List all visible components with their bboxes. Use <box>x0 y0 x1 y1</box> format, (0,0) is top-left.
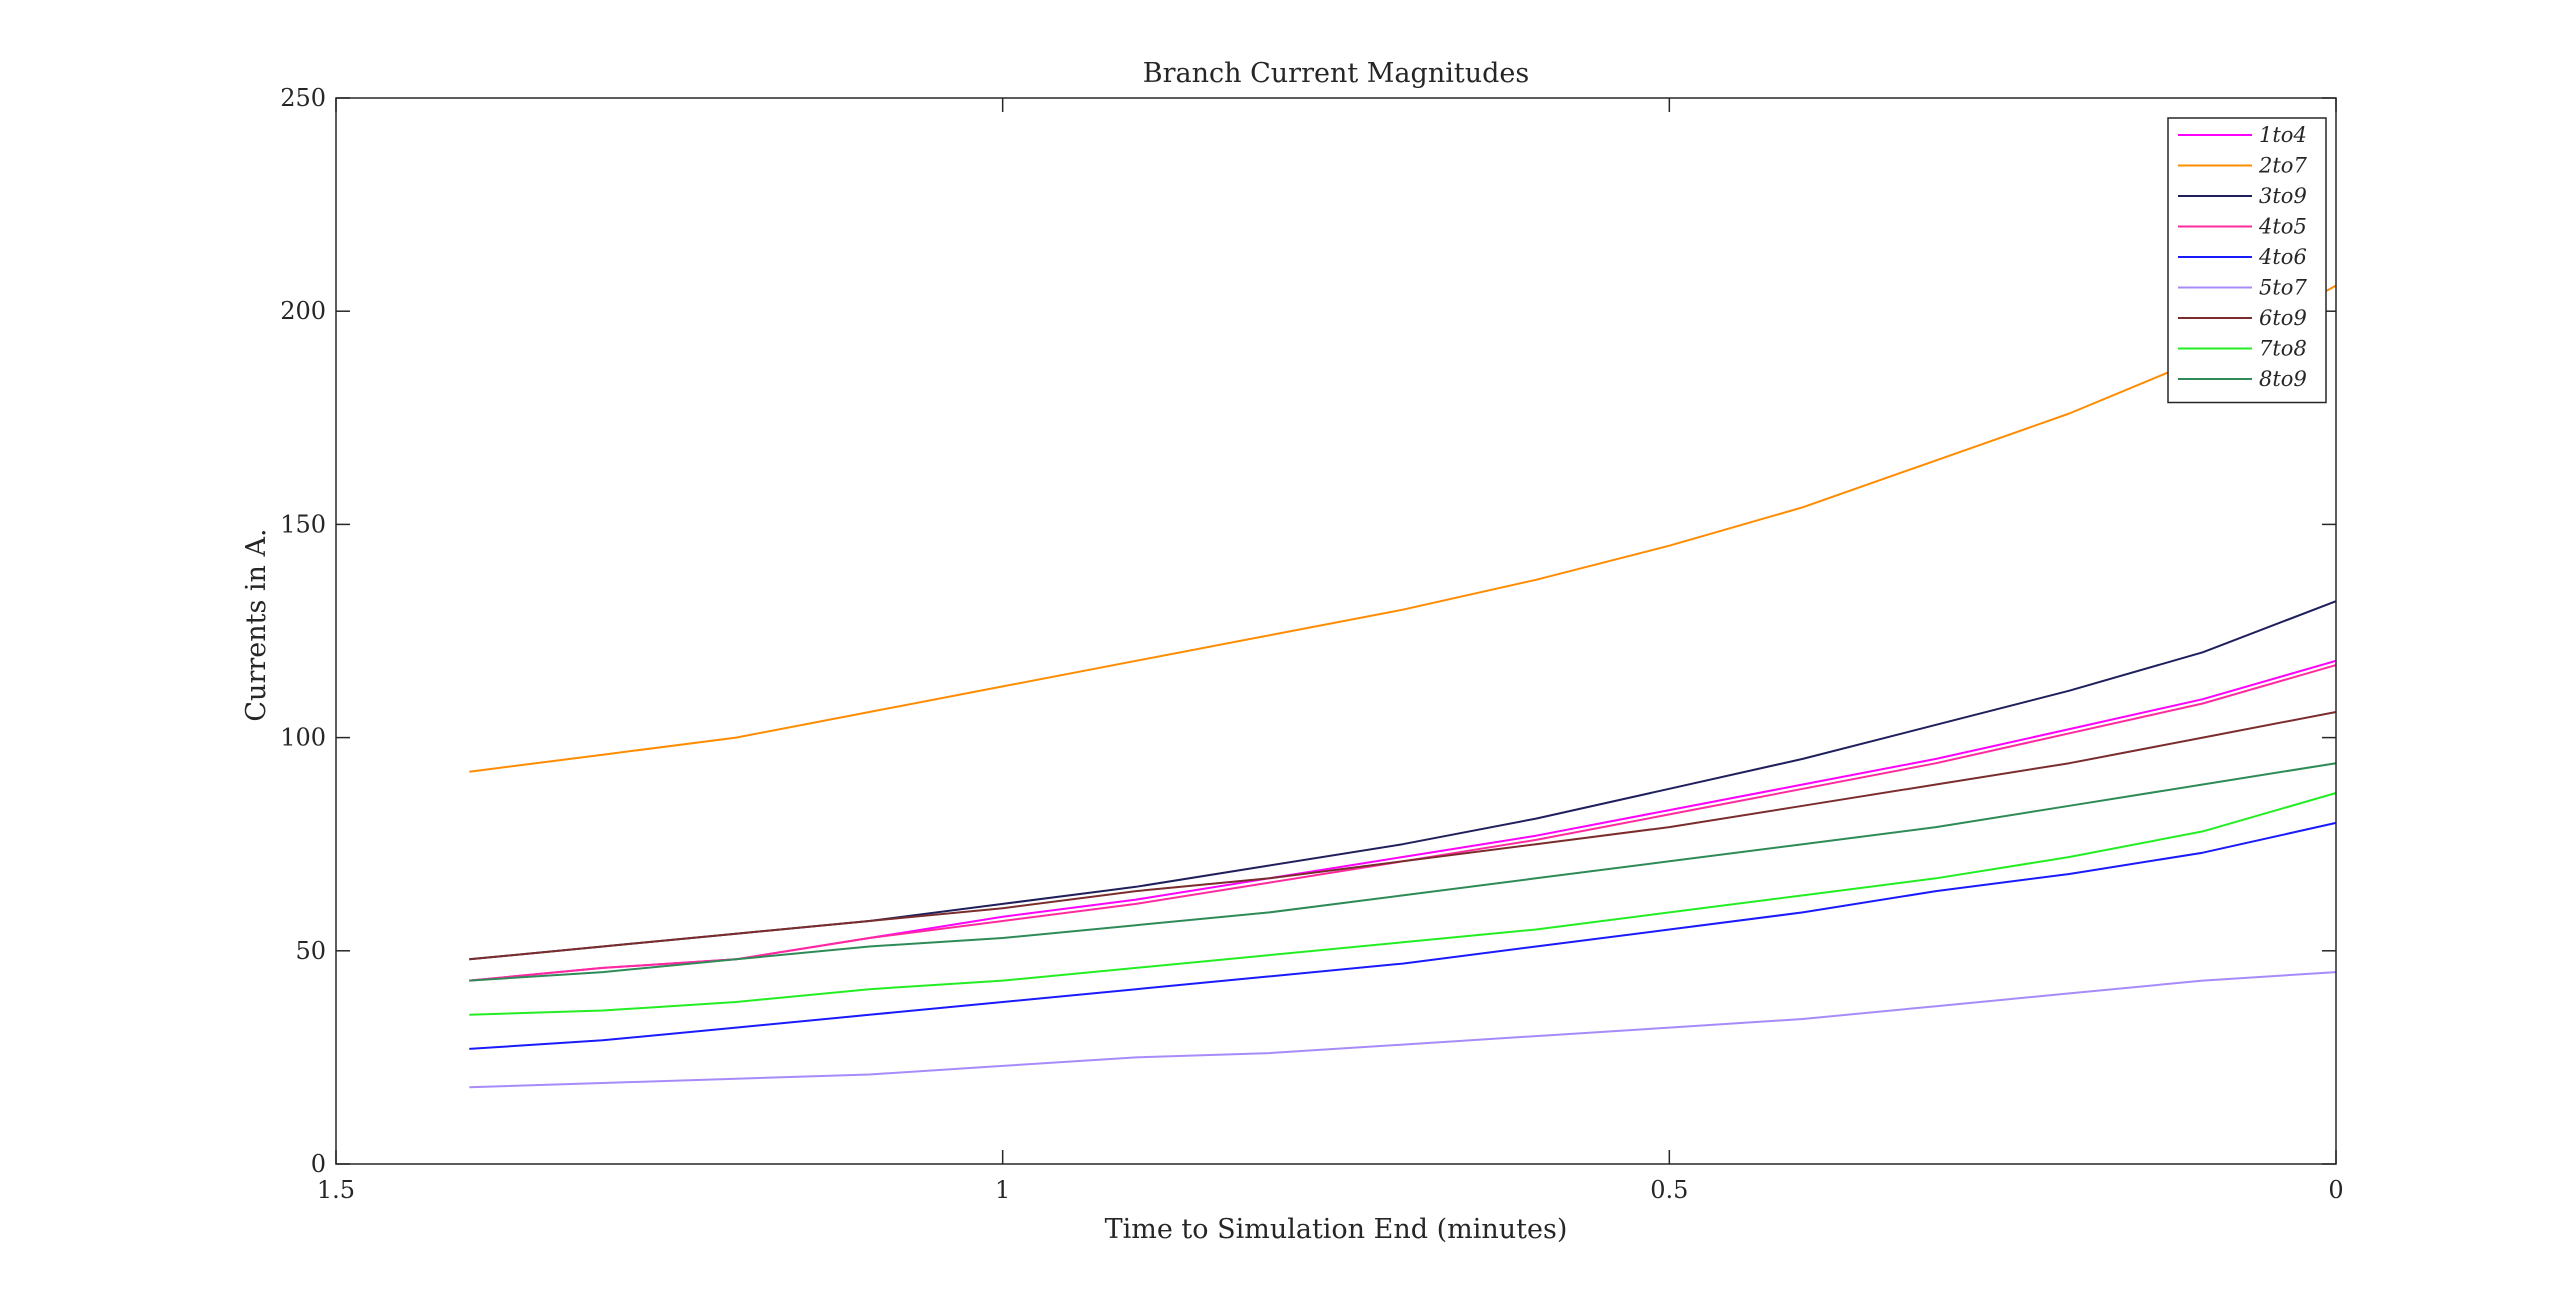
plot-area-frame <box>335 97 2337 1165</box>
legend-label-6to9: 6to9 <box>2259 306 2307 330</box>
legend-label-4to5: 4to5 <box>2258 215 2307 239</box>
x-tick-label: 1 <box>995 1176 1010 1204</box>
legend-label-5to7: 5to7 <box>2259 276 2307 300</box>
legend-label-8to9: 8to9 <box>2259 367 2307 391</box>
legend-label-2to7: 2to7 <box>2258 154 2307 178</box>
y-tick-label: 200 <box>280 297 326 325</box>
y-axis-title: Currents in A. <box>241 528 272 721</box>
x-tick-label: 0.5 <box>1650 1176 1688 1204</box>
series-line-3to9 <box>469 600 2337 961</box>
y-tick-label: 0 <box>311 1150 326 1178</box>
series-line-4to6 <box>469 821 2337 1050</box>
legend: 1to4 2to7 3to9 4to5 4to6 5to7 6to9 7to8 8to9 <box>2167 117 2327 404</box>
series-line-8to9 <box>469 762 2337 982</box>
x-tick-label: 1.5 <box>317 1176 355 1204</box>
axis-ticks: 1.5 1 0.5 0 0 50 100 150 200 250 <box>280 84 2343 1204</box>
x-axis-title: Time to Simulation End (minutes) <box>1105 1214 1568 1245</box>
y-tick-label: 100 <box>280 724 326 752</box>
legend-label-3to9: 3to9 <box>2259 184 2307 208</box>
series-line-7to8 <box>469 792 2337 1016</box>
series-line-6to9 <box>469 711 2337 961</box>
x-tick-label: 0 <box>2328 1176 2343 1204</box>
series-line-2to7 <box>469 284 2337 773</box>
legend-label-1to4: 1to4 <box>2259 123 2307 147</box>
series-lines <box>469 284 2337 1089</box>
series-line-5to7 <box>469 971 2337 1089</box>
y-tick-label: 150 <box>280 510 326 538</box>
y-tick-label: 50 <box>295 937 326 965</box>
y-tick-label: 250 <box>280 84 326 112</box>
legend-label-7to8: 7to8 <box>2259 337 2307 361</box>
chart-title: Branch Current Magnitudes <box>1143 58 1529 89</box>
legend-label-4to6: 4to6 <box>2258 245 2307 269</box>
